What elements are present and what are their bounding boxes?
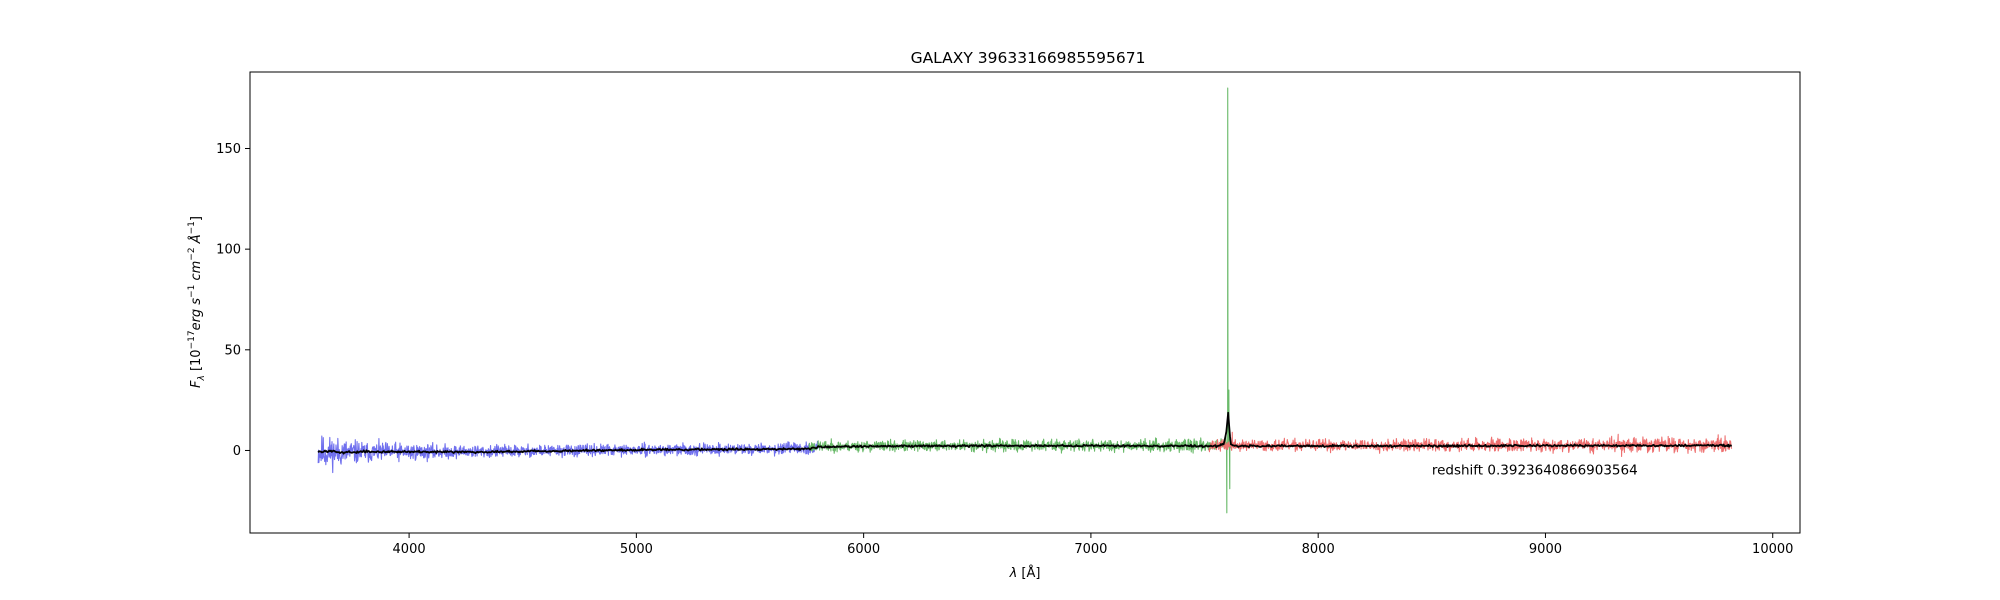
y-tick-label: 0 <box>233 444 241 459</box>
redshift-annotation: redshift 0.3923640866903564 <box>1432 463 1638 479</box>
x-tick-label: 6000 <box>847 542 880 557</box>
y-tick-label: 150 <box>216 142 241 157</box>
y-tick-label: 100 <box>216 243 241 258</box>
series-layer <box>317 87 1733 514</box>
x-tick-label: 9000 <box>1529 542 1562 557</box>
ticks-layer: 4000 5000 6000 7000 8000 9000 10000 0 50 100 150 <box>216 142 1793 557</box>
y-axis-label: Fλ [10−17erg s−1 cm−2 Å−1] <box>187 216 207 388</box>
x-tick-label: 8000 <box>1302 542 1335 557</box>
chart-title: GALAXY 39633166985595671 <box>911 49 1146 67</box>
y-tick-label: 50 <box>224 343 241 358</box>
x-axis-label: λ [Å] <box>1009 565 1041 581</box>
series-line-model <box>317 411 1732 455</box>
plot-frame <box>249 71 1801 534</box>
x-tick-label: 5000 <box>620 542 653 557</box>
x-tick-label: 7000 <box>1074 542 1107 557</box>
x-tick-label: 10000 <box>1752 542 1793 557</box>
x-tick-label: 4000 <box>393 542 426 557</box>
